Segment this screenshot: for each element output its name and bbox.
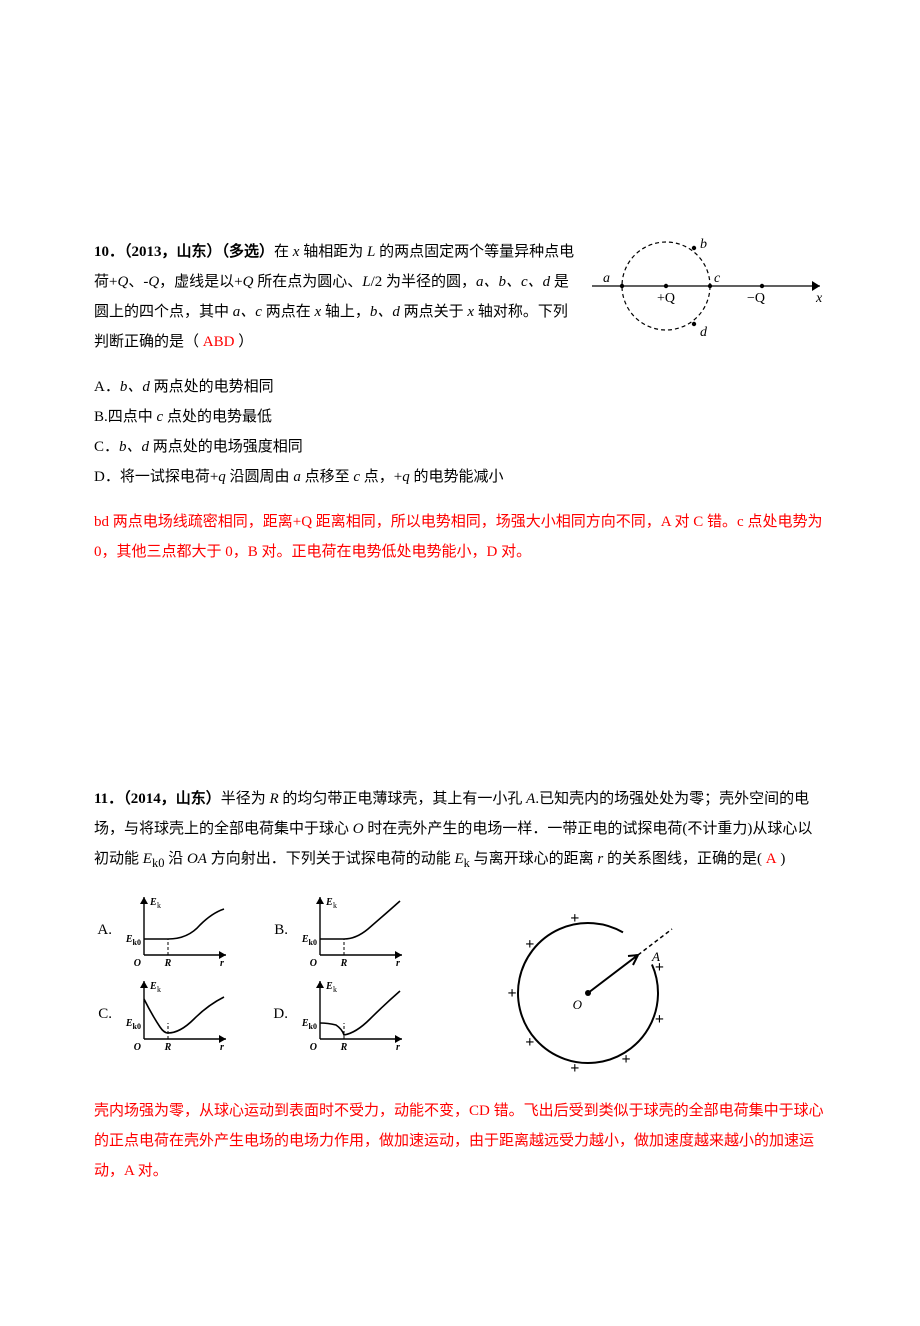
q11-choice-a: A.EkrOREk0 (94, 891, 230, 969)
svg-text:k: k (157, 901, 161, 910)
q10-option-d: D．将一试探电荷+q 沿圆周由 a 点移至 c 点，+q 的电势能减小 (94, 462, 826, 492)
svg-text:+: + (570, 1060, 579, 1077)
svg-text:Ek0: Ek0 (125, 1018, 141, 1031)
svg-text:r: r (396, 958, 400, 969)
svg-text:E: E (149, 897, 157, 908)
question-10: abcd+Q−Qx 10．（2013，山东）（多选）在 x 轴相距为 L 的两点… (94, 222, 826, 567)
q11-answer: A (766, 851, 777, 867)
svg-text:E: E (325, 897, 333, 908)
svg-text:−Q: −Q (747, 291, 765, 306)
q10-options: A．b、d 两点处的电势相同 B.四点中 c 点处的电势最低 C．b、d 两点处… (94, 372, 826, 492)
svg-text:+Q: +Q (657, 291, 675, 306)
q11-explanation: 壳内场强为零，从球心运动到表面时不受力，动能不变，CD 错。飞出后受到类似于球壳… (94, 1096, 826, 1186)
q11-choice-b: B.EkrOREk0 (270, 891, 406, 969)
q10-body: abcd+Q−Qx 10．（2013，山东）（多选）在 x 轴相距为 L 的两点… (94, 222, 826, 492)
svg-text:x: x (815, 291, 823, 306)
q11-number: 11． (94, 791, 123, 807)
svg-text:k: k (333, 985, 337, 994)
svg-text:+: + (507, 985, 516, 1002)
svg-text:+: + (525, 936, 534, 953)
svg-text:d: d (700, 325, 708, 340)
svg-text:R: R (340, 1042, 348, 1053)
q10-number: 10． (94, 244, 124, 260)
svg-text:r: r (220, 958, 224, 969)
q11-stem: 11．（2014，山东）半径为 R 的均匀带正电薄球壳，其上有一小孔 A.已知壳… (94, 784, 826, 876)
q10-option-a: A．b、d 两点处的电势相同 (94, 372, 826, 402)
q10-answer: ABD (203, 334, 235, 350)
svg-text:E: E (325, 981, 333, 992)
question-11: 11．（2014，山东）半径为 R 的均匀带正电薄球壳，其上有一小孔 A.已知壳… (94, 784, 826, 1186)
q11-choice-d: D.EkrOREk0 (270, 975, 406, 1053)
svg-text:k: k (157, 985, 161, 994)
svg-text:O: O (134, 1042, 141, 1053)
svg-text:Ek0: Ek0 (301, 934, 317, 947)
svg-text:+: + (655, 1011, 664, 1028)
q11-meta: （2014，山东） (123, 791, 221, 807)
q11-figures: A.EkrOREk0 B.EkrOREk0 C.EkrOREk0 D.EkrOR… (94, 891, 826, 1081)
q10-option-b: B.四点中 c 点处的电势最低 (94, 402, 826, 432)
svg-text:R: R (164, 1042, 172, 1053)
svg-text:Ek0: Ek0 (301, 1018, 317, 1031)
svg-text:O: O (310, 1042, 317, 1053)
svg-text:E: E (149, 981, 157, 992)
spacer (94, 627, 826, 769)
svg-text:R: R (164, 958, 172, 969)
q10-option-c: C．b、d 两点处的电场强度相同 (94, 432, 826, 462)
svg-text:+: + (570, 910, 579, 927)
q11-shell-figure: ++++++++OA (496, 901, 686, 1081)
svg-text:a: a (603, 271, 610, 286)
svg-text:c: c (714, 271, 721, 286)
q11-choice-c: C.EkrOREk0 (94, 975, 230, 1053)
svg-text:k: k (333, 901, 337, 910)
q10-explanation: bd 两点电场线疏密相同，距离+Q 距离相同，所以电势相同，场强大小相同方向不同… (94, 507, 826, 567)
svg-text:r: r (220, 1042, 224, 1053)
svg-text:+: + (525, 1034, 534, 1051)
svg-text:A: A (651, 949, 660, 964)
q10-meta: （2013，山东）（多选） (124, 244, 274, 260)
svg-text:Ek0: Ek0 (125, 934, 141, 947)
svg-text:O: O (134, 958, 141, 969)
q11-choice-graphs: A.EkrOREk0 B.EkrOREk0 C.EkrOREk0 D.EkrOR… (94, 891, 406, 1053)
svg-text:O: O (573, 997, 583, 1012)
svg-text:R: R (340, 958, 348, 969)
q10-figure: a b c d +Q −Q x (586, 226, 826, 346)
svg-text:b: b (700, 237, 707, 252)
svg-text:O: O (310, 958, 317, 969)
svg-text:r: r (396, 1042, 400, 1053)
svg-text:+: + (621, 1051, 630, 1068)
